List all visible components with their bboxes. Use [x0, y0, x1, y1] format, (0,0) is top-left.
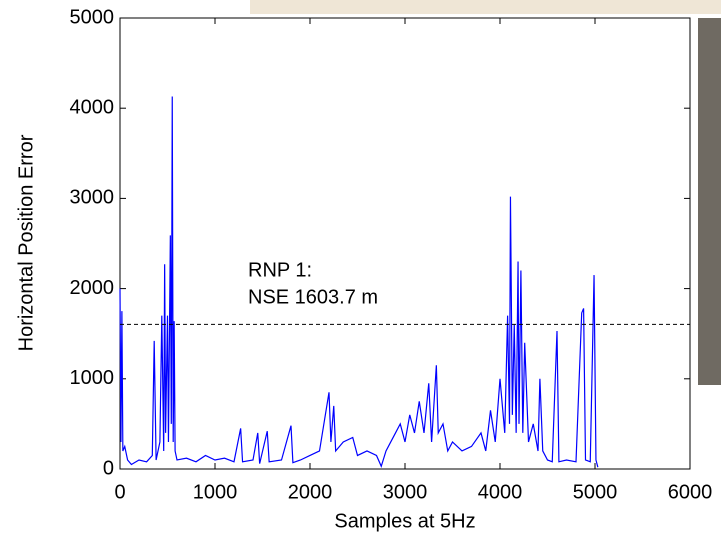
- background-photo: [698, 18, 721, 385]
- x-tick-label: 6000: [668, 481, 713, 503]
- y-tick-label: 2000: [70, 277, 115, 299]
- y-tick-label: 4000: [70, 96, 115, 118]
- background-map: [250, 0, 721, 14]
- x-axis-label: Samples at 5Hz: [334, 510, 475, 532]
- y-tick-label: 5000: [70, 6, 115, 28]
- x-tick-label: 5000: [573, 481, 618, 503]
- x-tick-label: 0: [114, 481, 125, 503]
- plot-area: [119, 17, 691, 470]
- x-tick-label: 4000: [478, 481, 523, 503]
- y-tick-label: 0: [103, 457, 114, 479]
- x-tick-label: 3000: [383, 481, 428, 503]
- x-tick-label: 2000: [288, 481, 333, 503]
- annotation: NSE 1603.7 m: [248, 286, 378, 308]
- y-tick-label: 3000: [70, 187, 115, 209]
- annotation: RNP 1:: [248, 259, 312, 281]
- y-tick-label: 1000: [70, 367, 115, 389]
- y-axis-label: Horizontal Position Error: [15, 134, 37, 351]
- data-line: [119, 96, 599, 469]
- x-tick-label: 1000: [193, 481, 238, 503]
